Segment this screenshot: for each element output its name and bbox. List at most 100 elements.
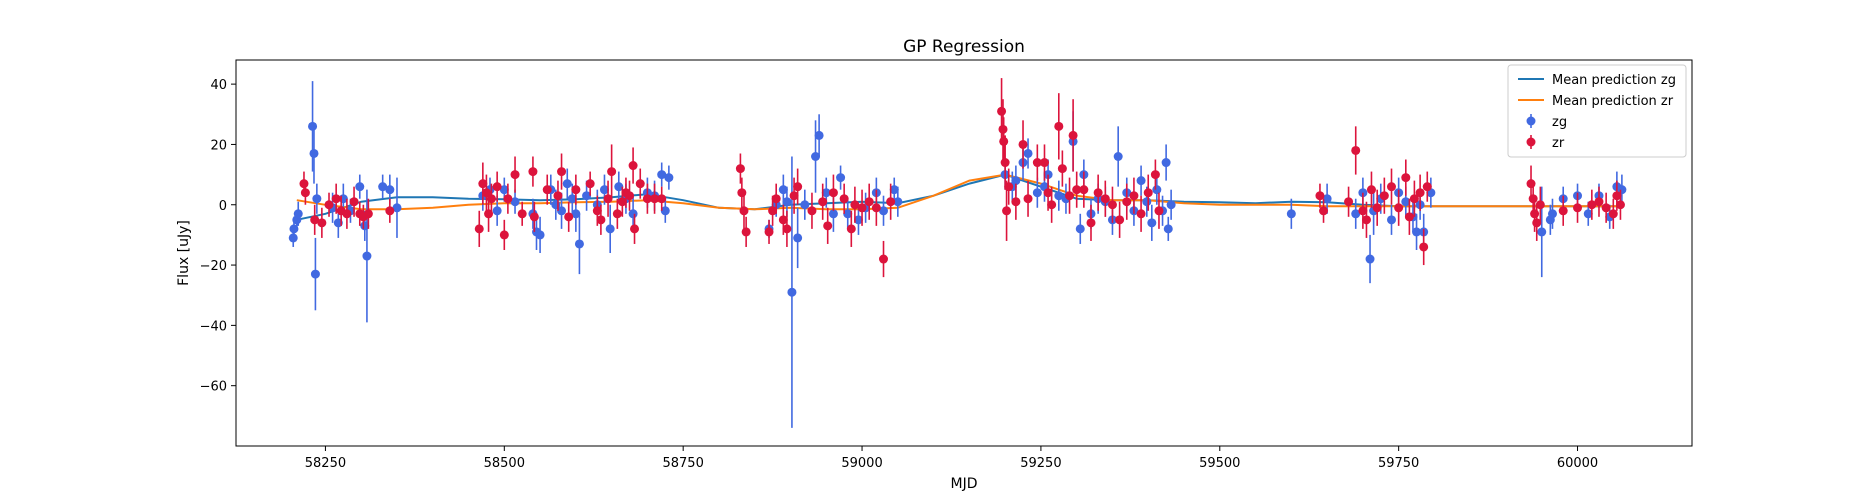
marker [510, 197, 520, 207]
data-point-zr [1404, 198, 1414, 235]
data-point-zr [741, 216, 751, 247]
marker [312, 194, 322, 204]
marker [1358, 206, 1368, 216]
marker [349, 197, 359, 207]
data-point-zr [310, 204, 320, 235]
data-point-zr [999, 117, 1009, 166]
marker [828, 209, 838, 219]
data-point-zg [309, 123, 319, 184]
data-point-zr [1086, 204, 1096, 241]
data-point-zr [607, 144, 617, 199]
data-point-zr [585, 171, 595, 196]
marker [1587, 200, 1597, 210]
data-point-zr [503, 183, 513, 214]
data-point-zr [1072, 171, 1082, 208]
data-point-zr [331, 183, 341, 214]
data-point-zr [625, 180, 635, 211]
marker [585, 179, 595, 189]
data-point-zg [793, 207, 803, 269]
data-point-zr [1115, 201, 1125, 238]
data-point-zr [828, 174, 838, 211]
marker [1054, 191, 1064, 201]
marker [818, 197, 828, 207]
legend-label: zr [1552, 136, 1565, 151]
marker [392, 203, 402, 213]
data-point-zr [739, 192, 749, 229]
data-point-zr [1129, 177, 1139, 214]
data-point-zr [879, 240, 889, 278]
marker [567, 194, 577, 204]
data-point-zr [564, 201, 574, 232]
data-point-zr [486, 183, 496, 214]
marker [293, 209, 303, 219]
data-point-zr [1415, 174, 1425, 211]
data-point-zr [571, 174, 581, 205]
marker [481, 188, 491, 198]
marker [1057, 164, 1067, 174]
marker [378, 182, 388, 192]
marker [492, 182, 502, 192]
data-point-zr [1057, 150, 1067, 187]
data-point-zr [474, 210, 484, 247]
marker [879, 254, 889, 264]
data-point-zg [355, 174, 365, 199]
marker [592, 206, 602, 216]
data-point-zr [1011, 183, 1021, 220]
legend-entry-mean-prediction-zg: Mean prediction zg [1518, 73, 1676, 88]
marker [793, 233, 803, 243]
data-point-zr [793, 168, 803, 205]
x-tick-label: 60000 [1557, 456, 1598, 471]
marker [1409, 194, 1419, 204]
marker [1079, 185, 1089, 195]
data-point-zr [1573, 192, 1583, 223]
data-point-zg [510, 189, 520, 214]
marker [800, 200, 810, 210]
marker [499, 185, 509, 195]
data-point-zg [1113, 126, 1123, 187]
x-tick-label: 58250 [305, 456, 346, 471]
marker [886, 197, 896, 207]
marker [564, 212, 574, 222]
marker [997, 106, 1007, 116]
data-point-zg [787, 156, 797, 428]
marker [1386, 215, 1396, 225]
legend-entry-zr: zr [1526, 135, 1565, 151]
y-tick-label: 40 [210, 78, 227, 93]
marker [324, 200, 334, 210]
data-point-zg [1152, 174, 1162, 205]
data-point-zr [510, 156, 520, 193]
data-point-zr [1372, 189, 1382, 226]
data-point-zr [1150, 159, 1160, 190]
data-point-zg [814, 114, 824, 157]
marker [793, 182, 803, 192]
marker [612, 209, 622, 219]
data-point-zr [499, 219, 509, 250]
data-point-zr [349, 186, 359, 217]
marker [657, 170, 667, 180]
marker [1147, 218, 1157, 228]
data-point-zr [596, 204, 606, 235]
data-point-zg [605, 204, 615, 253]
data-point-zr [823, 207, 833, 244]
legend-box [1507, 64, 1687, 158]
marker [317, 218, 327, 228]
x-tick-label: 59750 [1378, 456, 1419, 471]
marker [811, 152, 821, 161]
x-tick-label: 58750 [662, 456, 703, 471]
marker [1404, 212, 1414, 222]
marker [850, 200, 860, 210]
marker [807, 206, 817, 216]
marker [529, 212, 539, 222]
legend-label: zg [1552, 115, 1567, 130]
marker [836, 173, 846, 183]
marker [385, 206, 395, 216]
marker [1351, 145, 1361, 155]
data-point-zr [782, 210, 792, 247]
data-point-zr [1401, 159, 1411, 196]
data-point-zg [1365, 234, 1375, 284]
data-point-zr [1018, 120, 1028, 169]
data-point-zr [1409, 180, 1419, 217]
marker [782, 197, 792, 207]
marker [385, 185, 395, 195]
